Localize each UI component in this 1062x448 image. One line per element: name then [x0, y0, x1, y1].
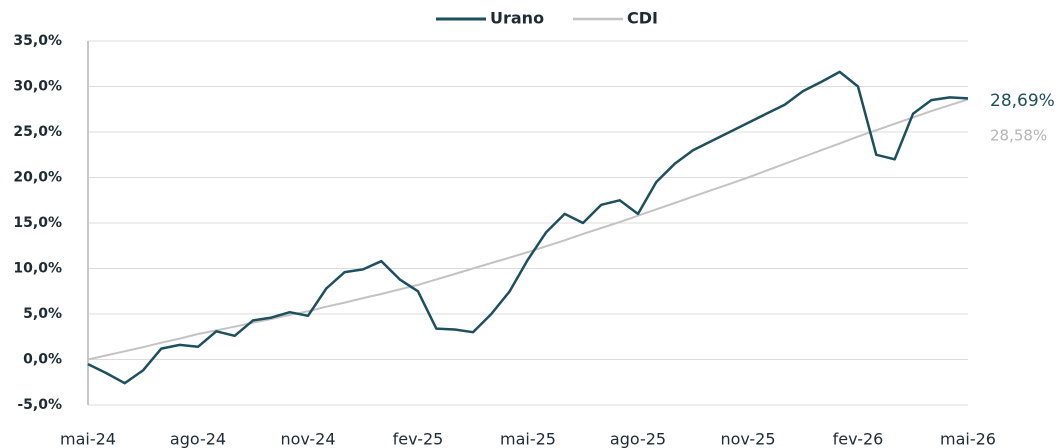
end-label: 28,69% — [990, 91, 1055, 111]
x-tick-label: mai-24 — [60, 430, 116, 448]
y-tick-label: 30,0% — [13, 79, 62, 95]
y-tick-label: 0,0% — [23, 352, 62, 368]
x-tick-label: fev-25 — [393, 430, 444, 448]
x-tick-label: ago-24 — [170, 430, 226, 448]
legend-label: CDI — [627, 9, 658, 28]
y-tick-label: 10,0% — [13, 261, 62, 277]
x-tick-label: fev-26 — [833, 430, 884, 448]
y-tick-label: 15,0% — [13, 215, 62, 231]
x-tick-label: nov-25 — [720, 430, 775, 448]
series-line — [87, 70, 969, 385]
x-tick-label: ago-25 — [610, 430, 666, 448]
x-tick-label: nov-24 — [280, 430, 335, 448]
series-line — [87, 98, 969, 361]
end-label: 28,58% — [990, 127, 1047, 145]
y-tick-label: 35,0% — [13, 33, 62, 49]
y-tick-label: 20,0% — [13, 170, 62, 186]
x-tick-label: mai-25 — [500, 430, 556, 448]
y-tick-label: 5,0% — [23, 306, 62, 322]
legend-label: Urano — [490, 9, 544, 28]
x-tick-label: mai-26 — [940, 430, 996, 448]
y-tick-label: -5,0% — [17, 397, 62, 413]
y-tick-label: 25,0% — [13, 124, 62, 140]
